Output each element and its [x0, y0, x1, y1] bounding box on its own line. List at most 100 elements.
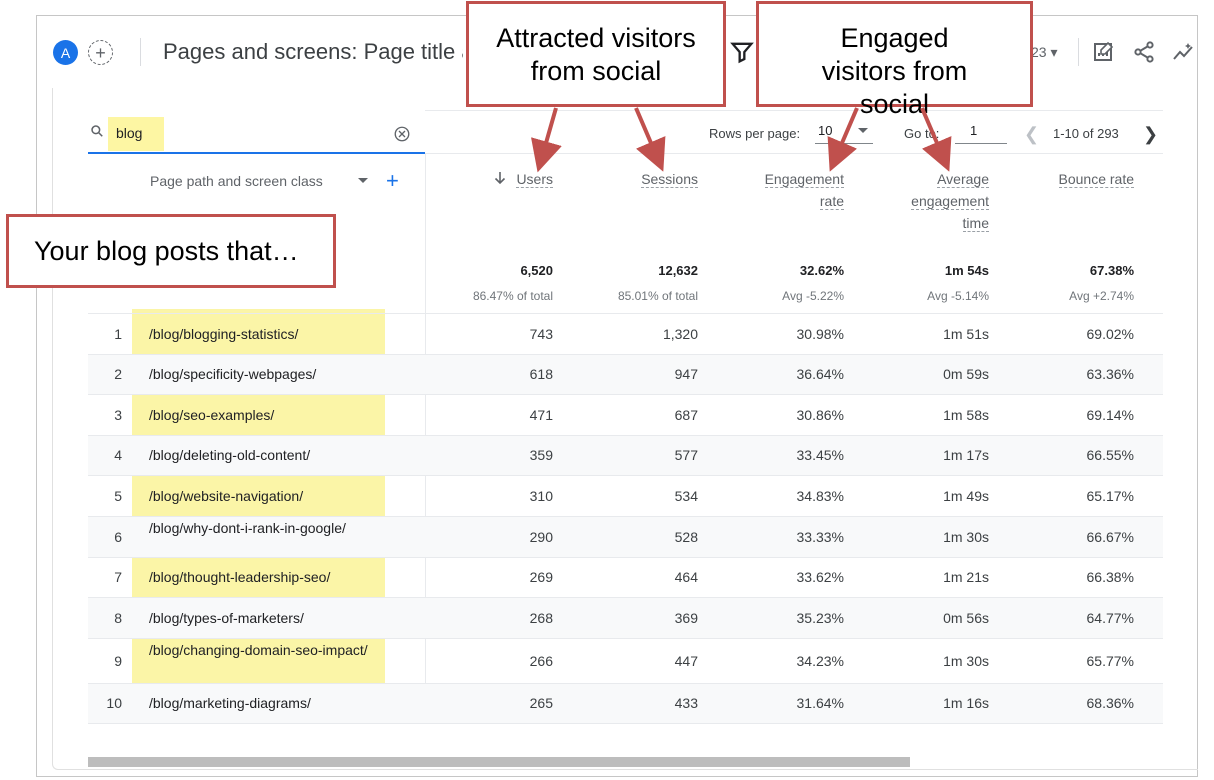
callout-blog-posts-text: Your blog posts that… — [34, 235, 299, 266]
table-row[interactable] — [88, 313, 1163, 354]
clear-search-icon[interactable] — [393, 125, 411, 143]
metric-cell-users: 310 — [529, 487, 553, 504]
chevron-right-icon[interactable]: ❯ — [1143, 124, 1159, 144]
table-row[interactable] — [88, 516, 1163, 557]
goto-input[interactable]: 1 — [970, 123, 978, 138]
page-path-cell[interactable]: /blog/types-of-marketers/ — [149, 609, 304, 626]
metric-cell-bounce: 63.36% — [1086, 366, 1134, 382]
column-total-subtext: Avg -5.22% — [782, 289, 844, 303]
chevron-left-icon[interactable]: ❮ — [1024, 124, 1040, 144]
table-card — [52, 88, 1198, 770]
page-path-cell[interactable]: /blog/specificity-webpages/ — [149, 366, 317, 382]
row-number: 8 — [114, 609, 122, 626]
column-header-label: rate — [819, 193, 844, 210]
metric-cell-sessions: 687 — [674, 406, 698, 423]
metric-cell-eng-rate: 36.64% — [796, 366, 844, 382]
column-header-0[interactable]: Users — [413, 168, 553, 190]
rows-per-page-select[interactable]: 10 — [818, 123, 833, 138]
metric-cell-users: 743 — [529, 325, 553, 342]
metric-cell-eng-rate: 33.62% — [796, 569, 844, 585]
table-row[interactable] — [88, 597, 1163, 638]
table-row[interactable] — [88, 354, 1163, 394]
column-header-1[interactable]: Sessions — [558, 168, 698, 190]
metric-cell-avg-time: 0m 56s — [943, 609, 989, 626]
column-total-subtext: Avg +2.74% — [1069, 289, 1134, 303]
add-comparison-button[interactable]: + — [88, 40, 113, 65]
metric-cell-users: 265 — [529, 695, 553, 711]
table-row[interactable] — [88, 638, 1163, 683]
row-number: 10 — [106, 695, 122, 711]
sort-descending-icon[interactable] — [494, 171, 506, 185]
metric-cell-eng-rate: 30.98% — [796, 325, 844, 342]
header-divider — [1078, 38, 1079, 66]
row-number: 6 — [114, 528, 122, 545]
metric-cell-users: 359 — [529, 447, 553, 463]
page-path-cell[interactable]: /blog/blogging-statistics/ — [149, 325, 299, 342]
filter-icon[interactable] — [728, 38, 756, 66]
metric-cell-eng-rate: 34.23% — [796, 652, 844, 669]
row-number: 2 — [114, 366, 122, 382]
column-total: 67.38% — [1089, 263, 1134, 278]
table-row[interactable] — [88, 435, 1163, 475]
column-total-subtext: 86.47% of total — [472, 289, 553, 303]
page-path-cell[interactable]: /blog/marketing-diagrams/ — [149, 695, 311, 711]
page-path-cell[interactable]: /blog/why-dont-i-rank-in-google/ — [149, 520, 346, 536]
page-path-cell[interactable]: /blog/website-navigation/ — [149, 487, 304, 504]
chevron-down-icon[interactable] — [358, 178, 368, 183]
column-total: 1m 54s — [944, 263, 989, 278]
search-value: blog — [116, 125, 143, 141]
metric-cell-avg-time: 1m 21s — [943, 569, 989, 585]
callout-engaged-text: Engaged visitors from social — [821, 23, 968, 119]
page-path-cell[interactable]: /blog/changing-domain-seo-impact/ — [149, 642, 368, 658]
column-total: 32.62% — [799, 263, 844, 278]
metric-cell-bounce: 69.14% — [1086, 406, 1134, 423]
column-header-2[interactable]: Engagement rate — [704, 168, 844, 212]
column-header-4[interactable]: Bounce rate — [994, 168, 1134, 190]
column-total: 6,520 — [520, 263, 553, 278]
metric-cell-sessions: 534 — [674, 487, 698, 504]
share-icon[interactable] — [1132, 40, 1156, 64]
row-number: 1 — [114, 325, 122, 342]
metric-cell-bounce: 68.36% — [1086, 695, 1134, 711]
table-row[interactable] — [88, 475, 1163, 516]
row-number: 4 — [114, 447, 122, 463]
metric-cell-eng-rate: 33.33% — [796, 528, 844, 545]
column-header-label: Sessions — [641, 171, 698, 188]
divider — [425, 153, 1163, 154]
table-row[interactable] — [88, 683, 1163, 723]
date-range-label: 23 — [1031, 44, 1047, 60]
chevron-down-icon[interactable] — [858, 128, 868, 133]
row-number: 7 — [114, 569, 122, 585]
horizontal-scrollbar[interactable] — [88, 757, 910, 767]
customize-report-icon[interactable] — [1092, 40, 1116, 64]
table-row[interactable] — [88, 394, 1163, 435]
metric-cell-bounce: 65.77% — [1086, 652, 1134, 669]
insights-icon[interactable] — [1172, 40, 1196, 64]
select-underline — [815, 143, 873, 144]
page-path-cell[interactable]: /blog/deleting-old-content/ — [149, 447, 311, 463]
search-input[interactable] — [88, 112, 425, 154]
metric-cell-users: 290 — [529, 528, 553, 545]
page-path-cell[interactable]: /blog/seo-examples/ — [149, 406, 275, 423]
table-row[interactable] — [88, 557, 1163, 597]
metric-cell-bounce: 64.77% — [1086, 609, 1134, 626]
page-path-cell[interactable]: /blog/thought-leadership-seo/ — [149, 569, 331, 585]
table-bottom-rule — [88, 723, 1163, 724]
metric-cell-users: 266 — [529, 652, 553, 669]
input-underline — [955, 143, 1007, 144]
column-header-3[interactable]: Average engagement time — [849, 168, 989, 234]
avatar[interactable]: A — [53, 40, 78, 65]
row-number: 5 — [114, 487, 122, 504]
date-range-selector[interactable]: 23 ▾ — [1031, 44, 1058, 61]
metric-cell-eng-rate: 35.23% — [796, 609, 844, 626]
metric-cell-sessions: 369 — [674, 609, 698, 626]
dimension-header[interactable]: Page path and screen class — [150, 173, 323, 189]
column-header-label: Engagement — [764, 171, 844, 188]
column-total-subtext: Avg -5.14% — [927, 289, 989, 303]
search-icon — [91, 125, 103, 137]
goto-label: Go to: — [904, 126, 940, 141]
pagination-range: 1-10 of 293 — [1053, 126, 1119, 141]
rows-per-page-label: Rows per page: — [709, 126, 801, 141]
add-dimension-icon[interactable]: + — [386, 168, 399, 193]
metric-cell-bounce: 69.02% — [1086, 325, 1134, 342]
